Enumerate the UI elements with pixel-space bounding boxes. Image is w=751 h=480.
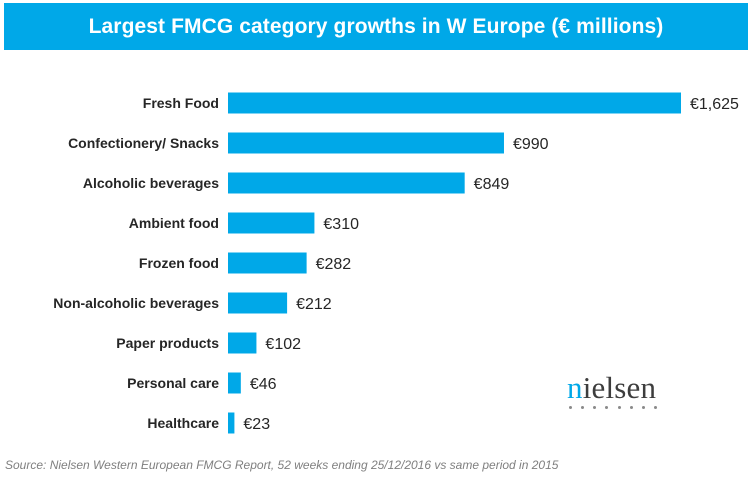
- nielsen-logo-accent: n: [567, 370, 583, 405]
- nielsen-logo: nielsen: [567, 372, 667, 416]
- source-note: Source: Nielsen Western European FMCG Re…: [5, 458, 559, 472]
- bar: [228, 132, 504, 154]
- bar: [228, 252, 307, 274]
- value-label: €102: [265, 336, 301, 353]
- bar: [228, 412, 235, 434]
- value-label: €310: [323, 216, 359, 233]
- bar: [228, 172, 465, 194]
- nielsen-logo-rest: ielsen: [582, 370, 657, 405]
- value-label: €990: [513, 136, 549, 153]
- category-label: Confectionery/ Snacks: [68, 135, 219, 151]
- category-label: Non-alcoholic beverages: [53, 295, 219, 311]
- bar: [228, 332, 257, 354]
- category-label: Paper products: [116, 335, 219, 351]
- bar: [228, 292, 288, 314]
- bar: [228, 92, 681, 114]
- nielsen-logo-text: nielsen: [567, 372, 667, 403]
- category-label: Ambient food: [129, 215, 219, 231]
- category-label: Healthcare: [147, 415, 219, 431]
- bar: [228, 372, 241, 394]
- nielsen-logo-dots: [569, 406, 657, 409]
- category-label: Frozen food: [139, 255, 219, 271]
- bar: [228, 212, 315, 234]
- value-label: €849: [474, 176, 510, 193]
- value-label: €1,625: [690, 96, 739, 113]
- value-label: €46: [250, 376, 277, 393]
- chart-title: Largest FMCG category growths in W Europ…: [4, 3, 748, 50]
- value-label: €23: [243, 416, 270, 433]
- category-label: Fresh Food: [143, 95, 219, 111]
- category-label: Alcoholic beverages: [83, 175, 219, 191]
- category-label: Personal care: [127, 375, 219, 391]
- value-label: €212: [296, 296, 332, 313]
- value-label: €282: [316, 256, 352, 273]
